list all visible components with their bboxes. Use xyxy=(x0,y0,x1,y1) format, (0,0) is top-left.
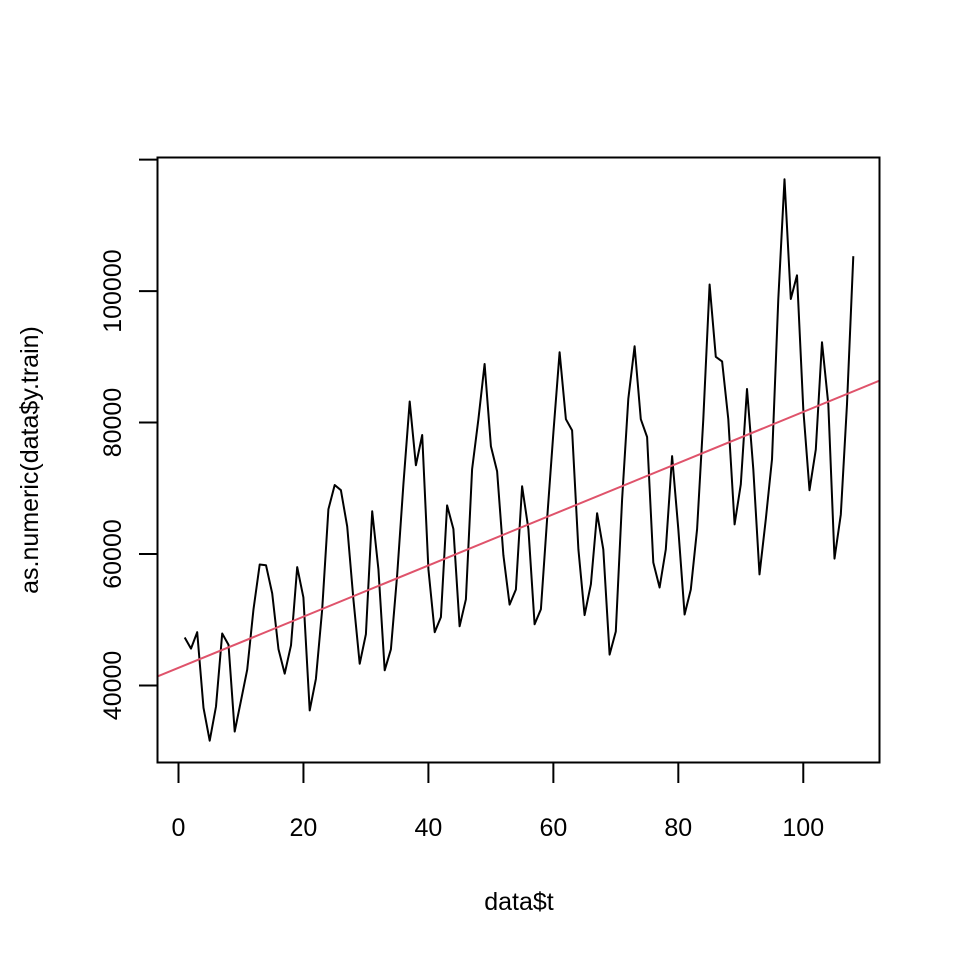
x-axis-label: data$t xyxy=(484,888,554,916)
series-line-y.train xyxy=(183,178,855,742)
y-axis: 40000 60000 80000 100000 xyxy=(99,158,158,721)
plot-box xyxy=(156,156,881,764)
y-tick-label: 60000 xyxy=(99,519,127,589)
x-tick-label: 20 xyxy=(290,814,318,842)
x-tick-label: 0 xyxy=(172,814,186,842)
x-tick-label: 60 xyxy=(539,814,567,842)
x-tick-label: 100 xyxy=(782,814,824,842)
y-tick-label: 100000 xyxy=(99,249,127,332)
y-axis-label: as.numeric(data$y.train) xyxy=(16,326,44,594)
trend-line xyxy=(158,379,880,678)
y-tick-label: 80000 xyxy=(99,388,127,458)
x-tick-label: 80 xyxy=(664,814,692,842)
y-tick-label: 40000 xyxy=(99,651,127,721)
x-axis: 0 20 40 60 80 100 xyxy=(172,763,824,842)
x-tick-label: 40 xyxy=(415,814,443,842)
plot-lines xyxy=(158,178,880,742)
